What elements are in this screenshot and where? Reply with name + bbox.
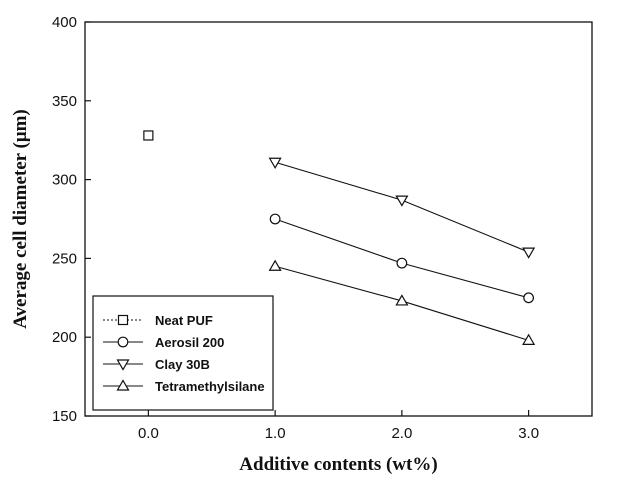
data-point: [396, 257, 408, 269]
data-point: [143, 130, 154, 141]
y-tick-label: 300: [52, 172, 77, 189]
legend-label: Aerosil 200: [155, 335, 224, 350]
y-axis-title: Average cell diameter (μm): [10, 109, 31, 329]
x-tick-label: 2.0: [391, 425, 412, 442]
y-tick-label: 200: [52, 329, 77, 346]
x-tick-label: 1.0: [265, 425, 286, 442]
data-point: [395, 294, 409, 306]
data-point: [523, 292, 535, 304]
data-point: [522, 247, 536, 259]
x-tick-label: 0.0: [138, 425, 159, 442]
legend-marker: [116, 379, 130, 391]
y-axis: 150 200 250 300 350 400: [52, 14, 91, 425]
x-axis-title: Additive contents (wt%): [239, 454, 437, 475]
x-tick-label: 3.0: [518, 425, 539, 442]
legend-label: Neat PUF: [155, 313, 213, 328]
legend-label: Tetramethylsilane: [155, 379, 265, 394]
y-tick-label: 400: [52, 14, 77, 31]
series-line: [274, 161, 529, 253]
y-tick-label: 250: [52, 250, 77, 267]
data-point: [269, 213, 281, 225]
series-neat-puf: [143, 130, 154, 141]
y-tick-label: 150: [52, 408, 77, 425]
legend-entry: Aerosil 200: [103, 335, 224, 350]
legend-marker: [117, 314, 129, 326]
legend-marker: [117, 336, 129, 348]
data-point: [268, 157, 282, 169]
plot-frame: [84, 21, 593, 417]
data-point: [395, 195, 409, 207]
data-point: [522, 333, 536, 345]
series-layer: [143, 130, 536, 345]
series-clay-30b: [268, 157, 536, 259]
data-point: [268, 259, 282, 271]
legend-entry: Neat PUF: [103, 313, 213, 328]
y-tick-label: 350: [52, 93, 77, 110]
legend-entry: Tetramethylsilane: [103, 379, 265, 394]
series-tetramethylsilane: [268, 259, 536, 345]
legend-label: Clay 30B: [155, 357, 210, 372]
series-aerosil-200: [269, 213, 535, 304]
x-axis: 0.0 1.0 2.0 3.0: [138, 410, 539, 442]
legend: Neat PUF Aerosil 200 Clay 30B Tetramethylsi…: [92, 295, 274, 411]
legend-entry: Clay 30B: [103, 357, 210, 372]
legend-marker: [116, 359, 130, 371]
